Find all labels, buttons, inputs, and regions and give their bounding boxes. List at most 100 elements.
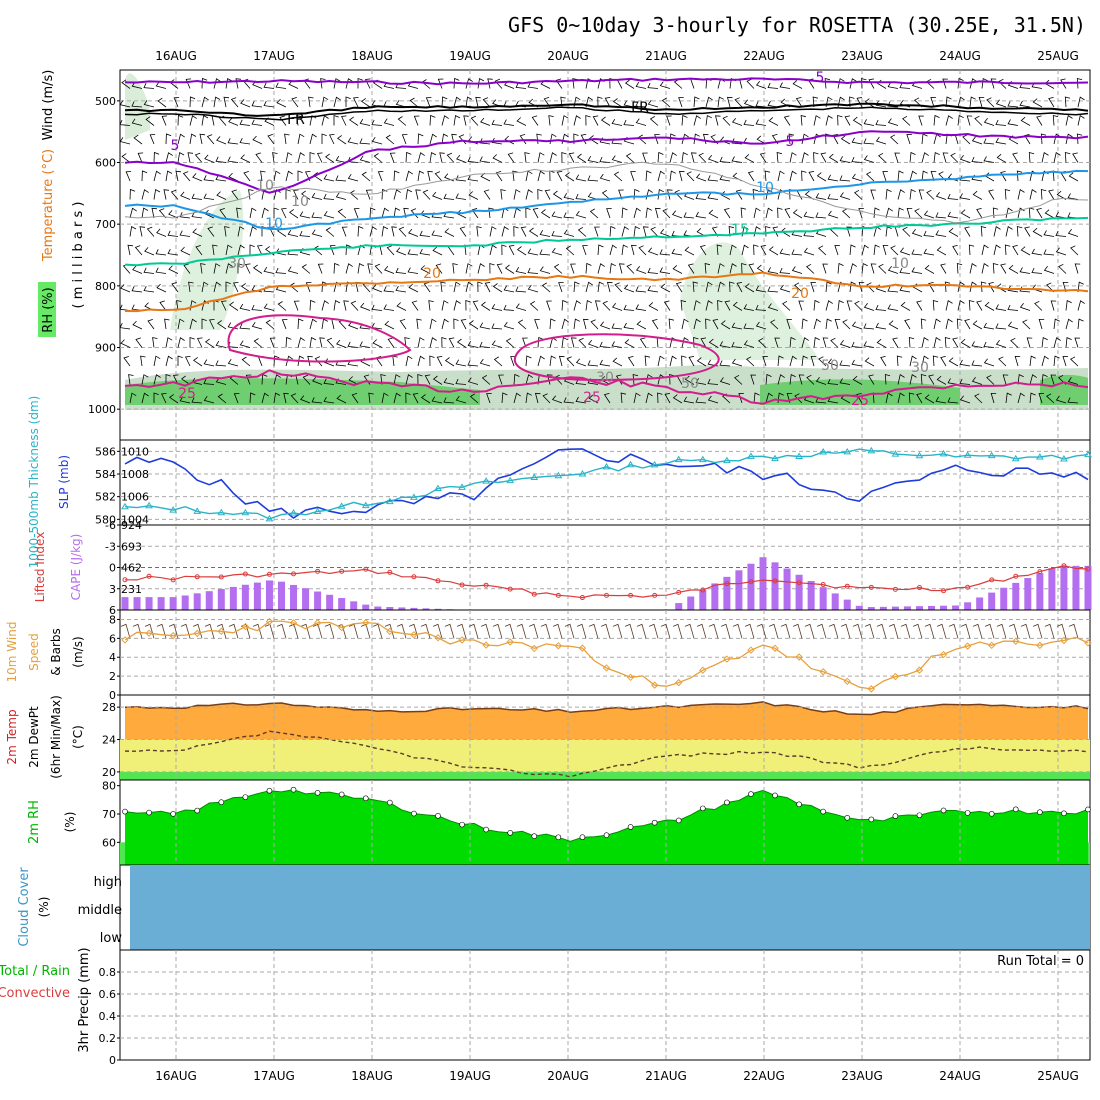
wind-speed-marker — [458, 636, 466, 644]
wind-barb — [539, 249, 551, 256]
wind-barb — [868, 78, 875, 89]
wind-barb — [695, 397, 707, 404]
wind-barb — [225, 244, 233, 256]
wind-barb — [129, 392, 137, 404]
rh-marker — [122, 808, 128, 815]
surface-wind-barb — [192, 623, 203, 639]
contour-label: FR — [631, 100, 649, 116]
wind-barb — [623, 322, 635, 330]
wind-barb — [189, 336, 195, 348]
wind-barb — [729, 244, 737, 256]
wind-barb — [887, 82, 899, 89]
wind-barb — [328, 134, 335, 145]
wind-barb — [251, 101, 263, 108]
wind-speed-marker — [987, 641, 996, 650]
wind-barb — [383, 286, 395, 293]
wind-barb — [119, 100, 131, 108]
wind-barb — [479, 138, 491, 145]
wind-barb — [827, 210, 839, 219]
precip-panel: 0.80.60.40.20 Run Total = 0 Total / Rain… — [0, 947, 1091, 1067]
wind-barb — [297, 337, 305, 348]
wind-barb — [611, 323, 623, 330]
wind-barb — [609, 225, 616, 237]
wind-barb — [803, 230, 815, 237]
wind-barb — [321, 133, 327, 144]
wind-barb — [195, 245, 203, 256]
surface-wind-barb — [468, 623, 479, 639]
wind-barb — [659, 249, 671, 256]
wind-barb — [743, 340, 755, 348]
wind-barb — [852, 375, 863, 385]
wind-barb — [173, 97, 180, 108]
wind-barb — [171, 282, 179, 293]
wind-speed-marker — [145, 629, 153, 637]
wind-barb — [864, 357, 875, 367]
wind-barb — [443, 193, 455, 200]
wind-barb — [851, 156, 863, 163]
wind-barb — [635, 101, 647, 108]
wind-barb — [531, 115, 539, 126]
wind-barb — [767, 267, 779, 274]
wind-barb — [705, 96, 713, 108]
cape-bar — [867, 607, 875, 610]
wind-barb — [459, 226, 467, 237]
wind-barb — [275, 82, 287, 89]
wind-barb — [734, 374, 743, 385]
wind-barb — [453, 96, 461, 108]
wind-barb — [369, 226, 377, 237]
wind-barb — [947, 397, 959, 404]
surface-wind-barb — [384, 623, 395, 639]
wind-barb — [870, 189, 876, 200]
wind-barb — [360, 302, 371, 311]
wind-barb — [529, 301, 539, 311]
tick-label: 900 — [95, 342, 116, 355]
wind-barb — [395, 285, 407, 293]
wind-barb — [405, 170, 413, 182]
wind-barb — [837, 114, 843, 126]
wind-barb — [930, 97, 936, 108]
wind-barb — [575, 193, 587, 200]
wind-barb — [885, 207, 893, 219]
wind-barb — [431, 396, 443, 404]
rh-marker — [170, 811, 176, 817]
wind-barb — [651, 319, 659, 330]
wind-barb — [783, 115, 791, 126]
wind-barb — [510, 356, 516, 367]
wind-barb — [469, 393, 479, 404]
wind-barb — [743, 304, 755, 311]
li-marker — [941, 588, 947, 594]
wind-barb — [551, 247, 563, 256]
rh-marker — [748, 791, 754, 797]
wind-barb — [429, 318, 437, 330]
wind-barb — [231, 189, 239, 200]
wind-barb — [606, 281, 613, 293]
wind-barb — [933, 114, 940, 126]
wind-speed-marker — [506, 638, 514, 646]
wind-barb — [408, 228, 419, 237]
rh-marker — [603, 832, 610, 838]
wind-barb — [885, 188, 892, 200]
wind-barb — [654, 207, 661, 219]
wind-barb — [633, 392, 641, 404]
wind-barb — [699, 245, 707, 256]
wind-barb — [408, 283, 419, 293]
wind-barb — [952, 245, 959, 256]
wind-barb — [735, 189, 743, 200]
wind-speed-marker — [867, 685, 876, 693]
wind-barb — [357, 262, 365, 274]
wind-barb — [380, 374, 386, 385]
wind-barb — [170, 189, 179, 200]
wind-barb — [228, 172, 239, 182]
wind-barb — [161, 115, 168, 126]
precip-run-total: Run Total = 0 — [997, 954, 1084, 969]
wind-barb — [243, 171, 251, 182]
wind-barb — [986, 374, 995, 385]
wind-barb — [479, 358, 491, 367]
wind-barb — [367, 263, 373, 274]
wind-barb — [948, 227, 959, 237]
wind-barb — [786, 319, 792, 330]
wind-barb — [724, 300, 731, 311]
wind-barb — [779, 82, 791, 89]
